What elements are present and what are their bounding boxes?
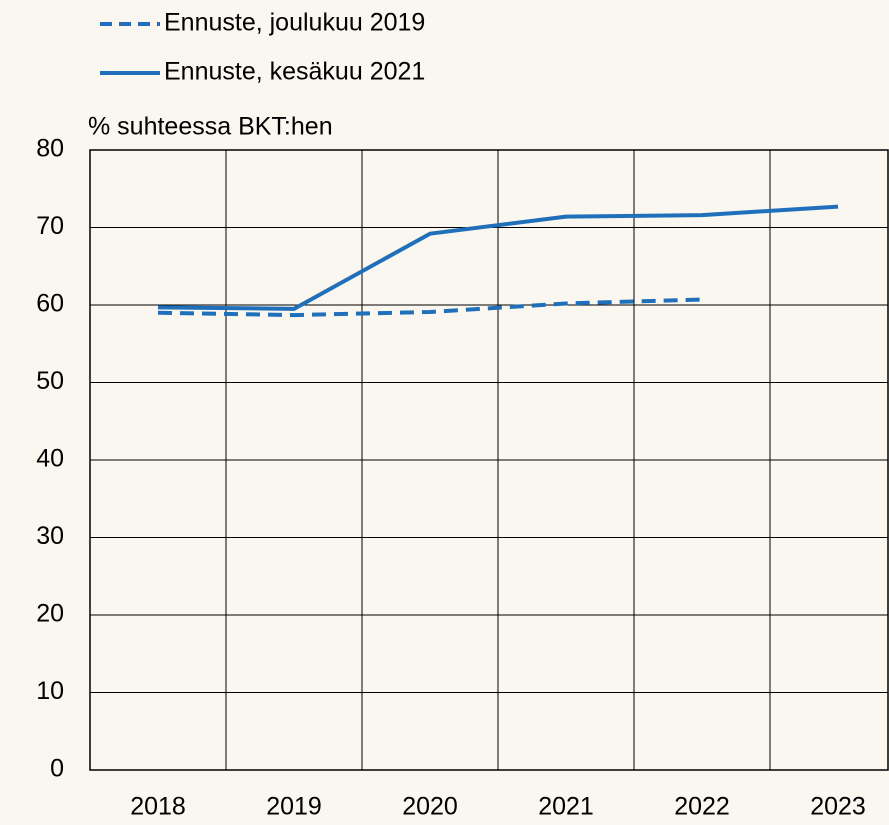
y-tick-label: 50 (36, 367, 64, 395)
y-tick-label: 20 (36, 600, 64, 628)
legend-label: Ennuste, kesäkuu 2021 (164, 58, 425, 86)
line-series (157, 204, 839, 311)
x-tick-label: 2021 (538, 793, 594, 821)
y-tick-label: 80 (36, 135, 64, 163)
y-tick-label: 60 (36, 290, 64, 318)
y-tick-label: 30 (36, 522, 64, 550)
line-series (157, 297, 703, 318)
y-tick-label: 10 (36, 677, 64, 705)
x-tick-label: 2019 (266, 793, 322, 821)
y-axis-label: % suhteessa BKT:hen (88, 113, 333, 141)
legend-label: Ennuste, joulukuu 2019 (164, 9, 425, 37)
plot-border (89, 149, 889, 771)
x-tick-label: 2018 (130, 793, 186, 821)
y-tick-label: 40 (36, 445, 64, 473)
x-tick-label: 2020 (402, 793, 458, 821)
x-tick-label: 2022 (674, 793, 730, 821)
x-tick-label: 2023 (810, 793, 866, 821)
y-tick-label: 0 (50, 755, 64, 783)
y-tick-label: 70 (36, 212, 64, 240)
